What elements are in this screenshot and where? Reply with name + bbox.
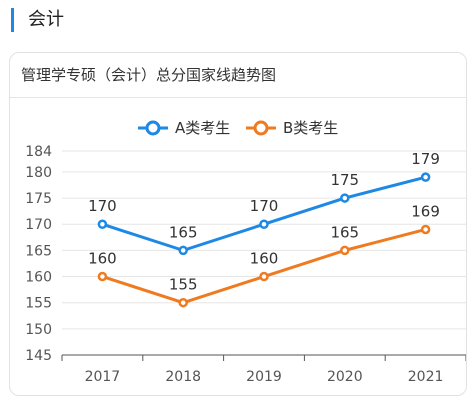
data-point [259,271,269,282]
chart-card-title: 管理学专硕（会计）总分国家线趋势图 [21,66,277,84]
x-tick-label: 2017 [85,369,121,385]
data-label: 165 [169,223,198,241]
y-tick-label: 155 [25,296,52,312]
y-tick-label: 160 [25,270,52,286]
data-point [97,271,108,282]
data-point [420,172,431,182]
section-header: 会计 [0,0,476,46]
x-tick-label: 2021 [408,369,444,385]
legend-label: A类考生 [175,119,230,137]
x-tick-label: 2019 [246,369,282,385]
y-tick-label: 165 [25,243,52,259]
legend-label: B类考生 [283,119,338,137]
y-tick-label: 145 [25,348,52,364]
data-label: 179 [411,150,440,168]
y-tick-label: 184 [25,144,52,160]
data-label: 160 [88,250,117,268]
data-label: 175 [330,171,359,189]
y-tick-label: 180 [25,165,52,181]
legend-marker [253,120,269,136]
chart-card: 管理学专硕（会计）总分国家线趋势图 145 150 155 160 165 170 175 1… [9,52,467,396]
data-label: 169 [411,202,440,220]
data-label: 155 [169,276,198,294]
data-point [178,297,188,308]
data-point [420,224,431,235]
data-point [259,219,269,229]
data-point [340,245,350,256]
x-tick-label: 2018 [165,369,201,385]
data-label: 165 [330,223,359,241]
data-point [340,193,350,203]
card-divider [10,97,466,98]
data-label: 160 [250,250,279,268]
section-accent-bar [11,8,14,32]
y-tick-label: 150 [25,322,52,338]
data-point [178,245,188,256]
data-label: 170 [250,197,279,215]
y-tick-label: 175 [25,191,52,207]
data-label: 170 [88,197,117,215]
x-tick-label: 2020 [327,369,363,385]
y-tick-label: 170 [25,217,52,233]
line-chart: 145 150 155 160 165 170 175 180 184 2017 2018 2019 2… [25,119,466,385]
data-point [97,219,108,229]
section-title: 会计 [28,9,64,30]
legend-marker [145,120,161,136]
